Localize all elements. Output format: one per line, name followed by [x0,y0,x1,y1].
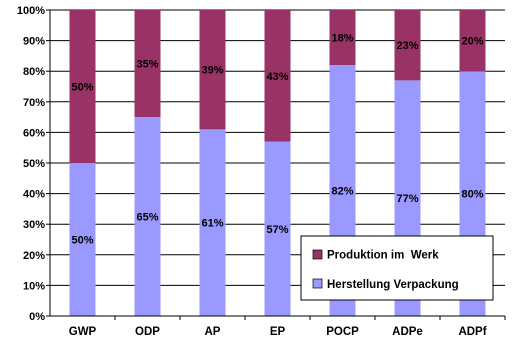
data-label: 50% [71,235,93,247]
x-tick-label: ADPf [458,326,486,338]
legend-label-produktion: Produktion im Werk [327,250,439,262]
data-label: 20% [461,36,483,48]
bar-segment [199,129,226,316]
y-tick-label: 0% [29,311,45,323]
data-label: 23% [396,40,418,52]
x-tick-label: GWP [69,326,97,338]
legend-swatch-herstellung [312,278,323,289]
y-tick-label: 70% [23,97,45,109]
y-tick-label: 90% [23,36,45,48]
legend-swatch-produktion [312,249,323,260]
y-tick-label: 60% [23,127,45,139]
y-tick-labels: 0% 10% 20% 30% 40% 50% 60% 70% 80% 90% 100% [17,5,45,323]
y-tick-label: 20% [23,250,45,262]
data-label: 35% [136,59,158,71]
data-label: 50% [71,82,93,94]
data-label: 82% [331,186,353,198]
legend-label-herstellung: Herstellung Verpackung [327,279,459,291]
legend: Produktion im Werk Herstellung Verpackun… [300,235,494,301]
data-label: 77% [396,193,418,205]
bar-segment [134,117,161,316]
segment-labels: 50% 50% 65% 35% 61% 39% 57% 43% 82% 18% 77% 23% 80% 2… [71,33,483,247]
bar-segment [264,141,291,316]
legend-box [300,235,494,301]
data-label: 43% [266,71,288,83]
bar-segment [199,10,226,130]
bar-segment [69,10,96,163]
data-label: 57% [266,224,288,236]
y-tick-label: 10% [23,280,45,292]
data-label: 39% [201,65,223,77]
bar-segment [329,10,356,66]
y-tick-label: 30% [23,219,45,231]
data-label: 80% [461,189,483,201]
y-tick-label: 80% [23,66,45,78]
x-tick-label: AP [205,326,221,338]
y-tick-label: 50% [23,158,45,170]
data-label: 61% [201,218,223,230]
x-tick-label: ADPe [392,326,423,338]
x-tick-labels: GWP ODP AP EP POCP ADPe ADPf [69,316,506,338]
axes [49,10,505,317]
bar-segment [394,10,421,81]
bar-segment [69,163,96,316]
data-label: 18% [331,33,353,45]
bar-segment [459,10,486,72]
x-tick-label: POCP [326,326,359,338]
bar-segment [134,10,161,118]
x-tick-label: ODP [135,326,160,338]
y-tick-label: 40% [23,189,45,201]
x-tick-label: EP [270,326,286,338]
data-label: 65% [136,212,158,224]
y-tick-label: 100% [17,5,45,17]
bar-segment [264,10,291,142]
